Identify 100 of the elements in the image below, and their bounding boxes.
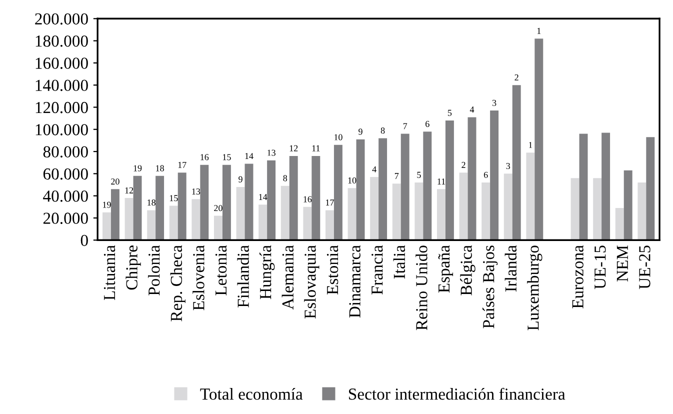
y-tick-label: 100.000 xyxy=(36,124,88,136)
x-tick-label: Eurozona xyxy=(572,245,584,308)
bar xyxy=(512,85,521,240)
legend-label: Sector intermediación financiera xyxy=(349,388,566,400)
x-tick-label: Finlandia xyxy=(237,245,249,308)
annotation: 16 xyxy=(200,154,209,160)
annotation: 12 xyxy=(290,145,298,152)
annotation: 6 xyxy=(426,120,430,127)
annotation: 8 xyxy=(380,128,385,134)
x-tick-label: Francia xyxy=(372,245,383,294)
y-tick-label: 60.000 xyxy=(43,168,88,180)
x-tick-label: Reino Unido xyxy=(416,246,428,330)
x-tick-label: Alemania xyxy=(282,245,294,310)
y-tick-label: 200.000 xyxy=(35,13,88,25)
annotation: 19 xyxy=(134,165,142,172)
x-tick-label: UE-15 xyxy=(594,246,606,290)
x-tick-label: Eslovaquia xyxy=(304,245,320,319)
x-tick-label: Dinamarca xyxy=(349,245,360,318)
annotation: 12 xyxy=(125,187,134,194)
bar xyxy=(200,164,209,240)
x-tick-label: UE-25 xyxy=(639,246,650,290)
annotation: 17 xyxy=(326,200,334,206)
annotation: 4 xyxy=(470,106,474,112)
x-tick-label: Chipre xyxy=(126,246,141,290)
bar xyxy=(646,137,655,240)
annotation: 5 xyxy=(417,172,421,178)
bar xyxy=(192,199,200,240)
bar xyxy=(348,188,356,240)
bar xyxy=(482,182,490,240)
annotation: 14 xyxy=(245,153,254,160)
bar xyxy=(169,206,178,240)
annotation: 3 xyxy=(492,100,496,106)
annotation: 9 xyxy=(358,128,362,135)
bar xyxy=(615,208,624,240)
y-tick-label: 40.000 xyxy=(43,190,88,202)
bar xyxy=(490,110,499,240)
bar xyxy=(222,164,231,240)
bar xyxy=(110,189,120,240)
x-tick-label: Luxemburgo xyxy=(527,246,542,330)
x-tick-label: Italia xyxy=(393,245,406,279)
bar xyxy=(124,198,134,240)
bar xyxy=(267,160,276,240)
bar xyxy=(312,156,320,240)
bar xyxy=(133,176,142,240)
bar xyxy=(436,189,446,240)
bar xyxy=(504,174,512,240)
annotation: 16 xyxy=(304,196,312,202)
bar xyxy=(156,176,164,240)
bar xyxy=(147,210,156,240)
annotation: 20 xyxy=(111,178,120,185)
annotation: 15 xyxy=(222,154,231,160)
bar xyxy=(258,204,268,240)
annotation: 18 xyxy=(156,165,164,172)
y-tick-label: 120.000 xyxy=(36,102,88,114)
bar xyxy=(392,184,401,240)
bar xyxy=(244,164,254,240)
x-tick-label: Irlanda xyxy=(504,245,517,292)
x-tick-label: Polonia xyxy=(148,245,160,296)
annotation: 4 xyxy=(372,166,376,172)
y-tick-label: 0 xyxy=(80,234,88,246)
annotation: 11 xyxy=(438,178,446,184)
bar xyxy=(602,132,610,240)
bar xyxy=(445,120,454,240)
bar xyxy=(579,134,588,240)
x-tick-label: Bélgica xyxy=(460,245,476,296)
annotation: 1 xyxy=(528,142,532,148)
annotation: 19 xyxy=(103,202,111,208)
bar xyxy=(178,172,186,240)
bar xyxy=(534,38,544,240)
bar xyxy=(378,138,388,240)
annotation: 14 xyxy=(259,194,268,200)
bar xyxy=(468,117,476,240)
bar xyxy=(593,178,602,240)
bar xyxy=(414,182,424,240)
annotation: 2 xyxy=(462,162,466,168)
x-tick-label: Eslovenia xyxy=(192,245,204,310)
bar xyxy=(280,186,290,240)
annotation: 17 xyxy=(178,162,186,168)
y-tick-label: 20.000 xyxy=(43,212,88,224)
x-tick-label: Hungría xyxy=(259,245,275,300)
annotation: 18 xyxy=(148,200,156,206)
bar xyxy=(400,134,410,240)
annotation: 13 xyxy=(192,188,200,195)
annotation: 9 xyxy=(238,176,242,182)
bar xyxy=(102,212,111,240)
annotation: 15 xyxy=(170,195,178,202)
annotation: 8 xyxy=(283,175,288,182)
bar xyxy=(423,132,432,240)
annotation: 11 xyxy=(312,145,320,152)
bar xyxy=(356,139,365,240)
annotation: 5 xyxy=(448,110,452,116)
x-tick-label: Países Bajos xyxy=(482,246,498,328)
x-tick-label: España xyxy=(438,245,454,293)
bar xyxy=(526,152,535,240)
annotation: 7 xyxy=(403,123,408,130)
bar xyxy=(638,182,646,240)
bar xyxy=(334,144,342,240)
x-tick-label: NEM xyxy=(616,245,628,282)
bar xyxy=(624,170,632,240)
annotation: 1 xyxy=(537,28,541,34)
